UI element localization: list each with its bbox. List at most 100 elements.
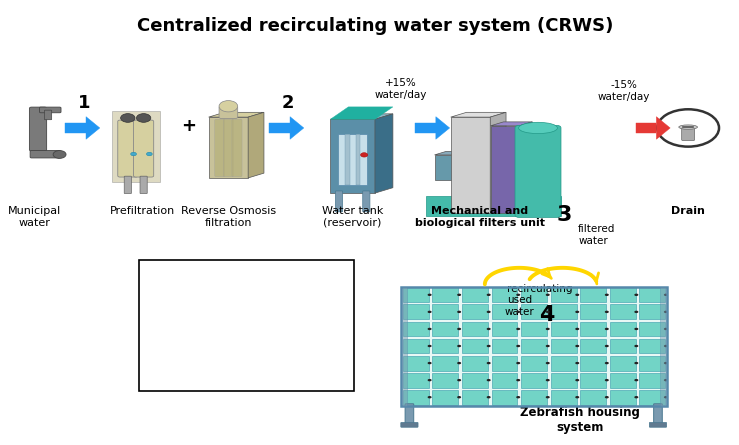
- Circle shape: [361, 153, 368, 157]
- FancyBboxPatch shape: [124, 176, 132, 194]
- Circle shape: [545, 311, 550, 313]
- Circle shape: [428, 328, 432, 330]
- Polygon shape: [490, 112, 506, 213]
- FancyBboxPatch shape: [118, 120, 138, 177]
- Polygon shape: [639, 321, 665, 336]
- Circle shape: [457, 362, 461, 364]
- FancyBboxPatch shape: [654, 404, 662, 425]
- Text: recirculating: recirculating: [507, 283, 572, 294]
- Polygon shape: [435, 155, 457, 180]
- Polygon shape: [551, 356, 576, 371]
- Polygon shape: [636, 123, 656, 133]
- Text: Water tank
(reservoir): Water tank (reservoir): [322, 206, 384, 228]
- Circle shape: [545, 362, 550, 364]
- Polygon shape: [462, 304, 488, 320]
- Polygon shape: [415, 123, 436, 133]
- Circle shape: [575, 362, 579, 364]
- Text: Municipal
water: Municipal water: [8, 206, 61, 228]
- Polygon shape: [432, 287, 458, 302]
- Circle shape: [428, 311, 432, 313]
- Circle shape: [634, 294, 638, 296]
- Circle shape: [457, 328, 461, 330]
- Circle shape: [428, 379, 432, 381]
- Polygon shape: [580, 321, 606, 336]
- Polygon shape: [457, 151, 469, 180]
- Polygon shape: [521, 339, 547, 353]
- Polygon shape: [208, 117, 248, 178]
- Circle shape: [457, 294, 461, 296]
- Polygon shape: [610, 287, 636, 302]
- FancyBboxPatch shape: [140, 176, 147, 194]
- Polygon shape: [330, 114, 393, 119]
- Circle shape: [428, 294, 432, 296]
- Polygon shape: [403, 356, 429, 371]
- Polygon shape: [432, 390, 458, 405]
- Circle shape: [657, 109, 719, 147]
- Circle shape: [517, 311, 520, 313]
- Polygon shape: [491, 321, 517, 336]
- FancyBboxPatch shape: [30, 150, 61, 158]
- Polygon shape: [521, 373, 547, 388]
- Polygon shape: [401, 287, 667, 406]
- Text: 2: 2: [282, 94, 294, 112]
- FancyBboxPatch shape: [515, 125, 561, 218]
- FancyBboxPatch shape: [336, 191, 343, 212]
- Polygon shape: [551, 390, 576, 405]
- Circle shape: [457, 396, 461, 398]
- Text: +: +: [181, 117, 197, 135]
- Circle shape: [605, 328, 609, 330]
- FancyBboxPatch shape: [215, 119, 225, 177]
- Circle shape: [664, 328, 668, 330]
- Circle shape: [487, 379, 491, 381]
- Circle shape: [487, 328, 491, 330]
- Circle shape: [517, 396, 520, 398]
- Circle shape: [517, 345, 520, 347]
- Circle shape: [575, 345, 579, 347]
- Text: 3: 3: [556, 205, 571, 225]
- Circle shape: [517, 379, 520, 381]
- Polygon shape: [521, 304, 547, 320]
- Polygon shape: [639, 390, 665, 405]
- FancyBboxPatch shape: [363, 191, 370, 212]
- Polygon shape: [639, 373, 665, 388]
- Circle shape: [605, 294, 609, 296]
- Polygon shape: [656, 117, 670, 139]
- Polygon shape: [491, 339, 517, 353]
- Polygon shape: [432, 373, 458, 388]
- Polygon shape: [65, 123, 86, 133]
- Polygon shape: [435, 151, 469, 155]
- Polygon shape: [610, 321, 636, 336]
- Polygon shape: [521, 356, 547, 371]
- Text: 1. Municipal water: 1. Municipal water: [156, 299, 265, 312]
- Circle shape: [634, 328, 638, 330]
- Polygon shape: [432, 304, 458, 320]
- Circle shape: [146, 152, 152, 156]
- Text: filtered
water: filtered water: [578, 224, 616, 246]
- Circle shape: [428, 345, 432, 347]
- Polygon shape: [451, 112, 506, 117]
- Text: -15%
water/day: -15% water/day: [597, 80, 650, 102]
- Polygon shape: [432, 356, 458, 371]
- Text: 4. Fish water: 4. Fish water: [156, 374, 231, 387]
- Circle shape: [575, 328, 579, 330]
- FancyBboxPatch shape: [401, 287, 407, 406]
- Circle shape: [664, 345, 668, 347]
- Circle shape: [664, 379, 668, 381]
- Polygon shape: [375, 114, 393, 193]
- Text: Zebrafish housing
system: Zebrafish housing system: [520, 406, 640, 434]
- Polygon shape: [491, 304, 517, 320]
- Polygon shape: [462, 356, 488, 371]
- Polygon shape: [462, 390, 488, 405]
- Ellipse shape: [679, 125, 698, 129]
- Text: 3. Bead moving filter water: 3. Bead moving filter water: [156, 349, 318, 362]
- Circle shape: [664, 294, 668, 296]
- Polygon shape: [551, 321, 576, 336]
- Polygon shape: [639, 356, 665, 371]
- Polygon shape: [330, 107, 393, 119]
- Polygon shape: [491, 122, 532, 126]
- Circle shape: [457, 379, 461, 381]
- Circle shape: [120, 113, 135, 122]
- Polygon shape: [639, 287, 665, 302]
- Circle shape: [545, 396, 550, 398]
- Circle shape: [605, 379, 609, 381]
